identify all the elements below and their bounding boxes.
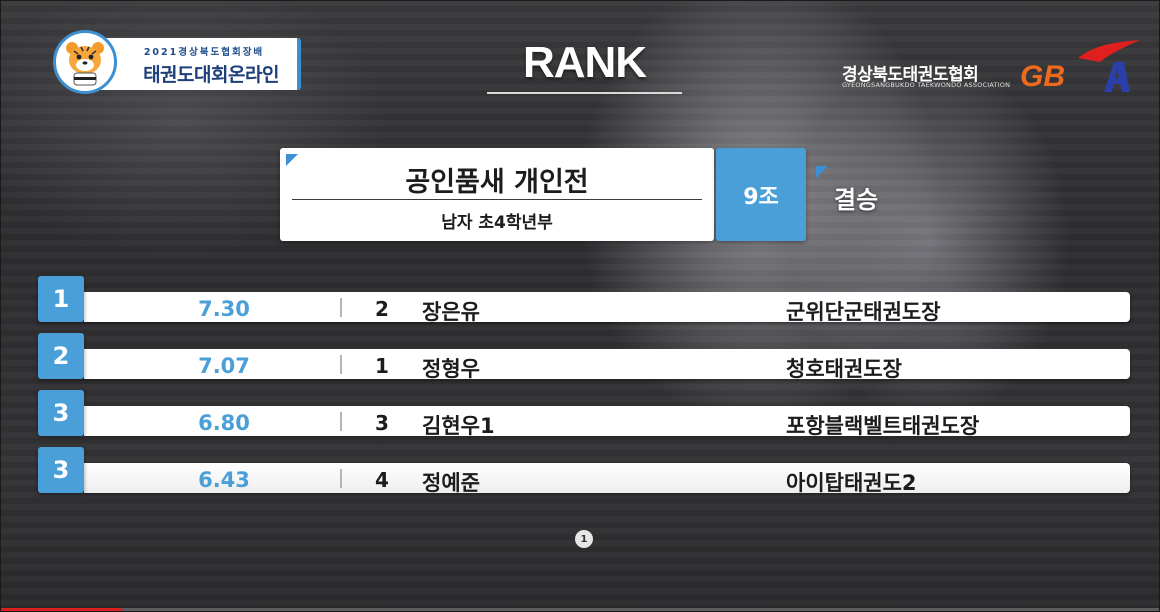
score: 6.43 [198, 468, 250, 492]
ranking-row: 3 6.80 3 김현우1 포항블랙벨트태권도장 [38, 390, 1130, 438]
ranking-bar: 6.43 4 정예준 아이탑태권도2 [84, 463, 1130, 495]
event-logo-plate [101, 38, 301, 90]
ranking-bar: 6.80 3 김현우1 포항블랙벨트태권도장 [84, 406, 1130, 438]
event-name: 공인품새 개인전 [405, 167, 589, 198]
association-name: 경상북도태권도협회 [842, 65, 979, 85]
bib-number: 2 [375, 297, 389, 321]
ranking-row: 2 7.07 1 정형우 청호태권도장 [38, 333, 1130, 381]
page-title: RANK [522, 38, 647, 87]
corner-accent [286, 154, 298, 166]
event-logo: 2021경상북도협회장배 태권도대회온라인 [53, 30, 301, 94]
ranking-bar: 7.07 1 정형우 청호태권도장 [84, 349, 1130, 381]
round-label: 결승 [834, 186, 879, 214]
group-badge: 9조 [716, 148, 806, 241]
player-name: 김현우1 [422, 414, 495, 438]
video-progress-bar[interactable] [0, 608, 1160, 611]
gbta-logo-icon: GB [1020, 40, 1140, 93]
video-progress-fill [0, 608, 122, 611]
tiger-mascot-icon [53, 30, 117, 94]
separator [340, 412, 342, 431]
club-name: 청호태권도장 [786, 357, 902, 381]
association-logo: 경상북도태권도협회 GYEONGSANGBUKDO TAEKWONDO ASSO… [840, 40, 1140, 100]
event-info-panel: 공인품새 개인전 남자 초4학년부 [280, 148, 714, 241]
player-name: 장은유 [422, 300, 480, 324]
bib-number: 4 [375, 468, 389, 492]
rank-badge: 2 [38, 333, 84, 379]
separator [340, 355, 342, 374]
ranking-bar: 7.30 2 장은유 군위단군태권도장 [84, 292, 1130, 324]
association-name-en: GYEONGSANGBUKDO TAEKWONDO ASSOCIATION [842, 81, 1011, 89]
corner-accent [816, 166, 828, 178]
rank-badge: 3 [38, 390, 84, 436]
ranking-row: 3 6.43 4 정예준 아이탑태권도2 [38, 447, 1130, 495]
score: 7.07 [198, 354, 250, 378]
player-name: 정예준 [422, 471, 480, 495]
club-name: 아이탑태권도2 [786, 471, 917, 495]
score: 6.80 [198, 411, 250, 435]
title-underline [487, 92, 682, 94]
ranking-row: 1 7.30 2 장은유 군위단군태권도장 [38, 276, 1130, 324]
bib-number: 3 [375, 411, 389, 435]
score: 7.30 [198, 297, 250, 321]
separator [340, 469, 342, 488]
rank-badge: 1 [38, 276, 84, 322]
page-indicator[interactable]: 1 [575, 530, 593, 548]
event-title: 태권도대회온라인 [143, 64, 279, 86]
rank-badge: 3 [38, 447, 84, 493]
player-name: 정형우 [422, 357, 480, 381]
bib-number: 1 [375, 354, 389, 378]
separator [340, 298, 342, 317]
event-division: 남자 초4학년부 [441, 213, 553, 233]
divider [292, 199, 702, 200]
club-name: 포항블랙벨트태권도장 [786, 414, 980, 438]
svg-text:GB: GB [1020, 60, 1065, 93]
event-subtitle: 2021경상북도협회장배 [143, 47, 265, 58]
club-name: 군위단군태권도장 [786, 300, 941, 324]
